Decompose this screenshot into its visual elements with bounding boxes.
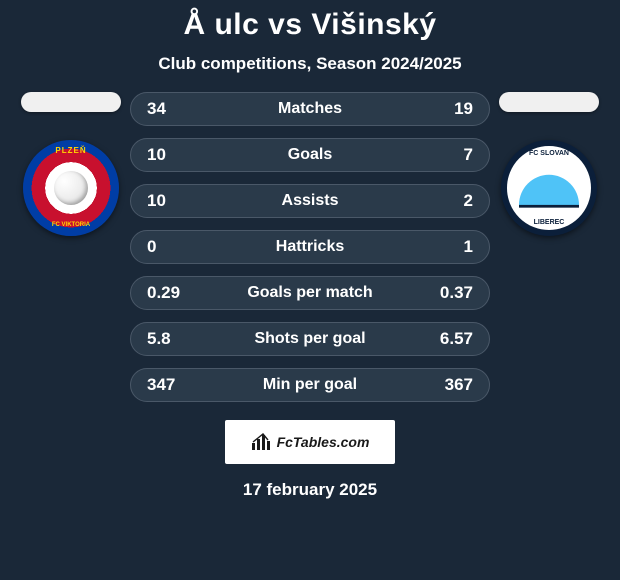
stat-left-value: 5.8 bbox=[147, 329, 191, 349]
watermark: FcTables.com bbox=[225, 420, 395, 464]
stat-left-value: 0.29 bbox=[147, 283, 191, 303]
stat-right-value: 6.57 bbox=[429, 329, 473, 349]
stat-label: Goals bbox=[288, 146, 332, 164]
comparison-card: Å ulc vs Višinský Club competitions, Sea… bbox=[0, 0, 620, 580]
stat-label: Assists bbox=[282, 192, 339, 210]
left-club-crest bbox=[23, 140, 119, 236]
stat-right-value: 7 bbox=[429, 145, 473, 165]
stat-right-value: 367 bbox=[429, 375, 473, 395]
page-title: Å ulc vs Višinský bbox=[183, 8, 436, 42]
stat-right-value: 2 bbox=[429, 191, 473, 211]
stats-column: 34 Matches 19 10 Goals 7 10 Assists 2 0 … bbox=[130, 92, 490, 402]
stat-label: Goals per match bbox=[247, 284, 372, 302]
soccer-ball-icon bbox=[54, 171, 88, 205]
bar-chart-icon bbox=[251, 433, 273, 451]
right-player-column: LIBEREC bbox=[490, 92, 608, 236]
stat-label: Hattricks bbox=[276, 238, 344, 256]
stat-right-value: 0.37 bbox=[429, 283, 473, 303]
stat-right-value: 19 bbox=[429, 99, 473, 119]
stat-row-shots-per-goal: 5.8 Shots per goal 6.57 bbox=[130, 322, 490, 356]
crest-text-liberec: LIBEREC bbox=[507, 219, 591, 226]
left-player-column bbox=[12, 92, 130, 236]
stats-area: 34 Matches 19 10 Goals 7 10 Assists 2 0 … bbox=[0, 92, 620, 402]
stat-row-matches: 34 Matches 19 bbox=[130, 92, 490, 126]
watermark-text: FcTables.com bbox=[277, 434, 370, 450]
stat-left-value: 347 bbox=[147, 375, 191, 395]
right-club-crest: LIBEREC bbox=[501, 140, 597, 236]
comparison-date: 17 february 2025 bbox=[243, 480, 377, 500]
stat-right-value: 1 bbox=[429, 237, 473, 257]
stat-left-value: 10 bbox=[147, 191, 191, 211]
stat-row-assists: 10 Assists 2 bbox=[130, 184, 490, 218]
stat-left-value: 10 bbox=[147, 145, 191, 165]
stat-row-goals: 10 Goals 7 bbox=[130, 138, 490, 172]
right-flag bbox=[499, 92, 599, 112]
stat-label: Min per goal bbox=[263, 376, 357, 394]
stat-row-min-per-goal: 347 Min per goal 367 bbox=[130, 368, 490, 402]
stat-row-goals-per-match: 0.29 Goals per match 0.37 bbox=[130, 276, 490, 310]
stat-label: Matches bbox=[278, 100, 342, 118]
stat-left-value: 0 bbox=[147, 237, 191, 257]
stat-row-hattricks: 0 Hattricks 1 bbox=[130, 230, 490, 264]
stat-left-value: 34 bbox=[147, 99, 191, 119]
page-subtitle: Club competitions, Season 2024/2025 bbox=[158, 54, 461, 74]
left-flag bbox=[21, 92, 121, 112]
stat-label: Shots per goal bbox=[254, 330, 365, 348]
